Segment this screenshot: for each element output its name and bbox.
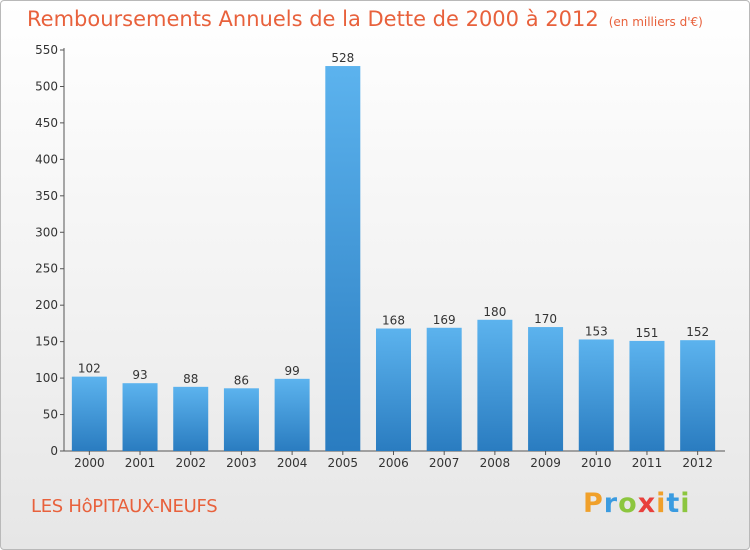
bar-2011: [629, 340, 665, 451]
bar-2012: [680, 340, 716, 451]
value-label: 88: [183, 372, 198, 386]
value-label: 151: [636, 326, 659, 340]
value-label: 102: [78, 362, 101, 376]
bar-2000: [71, 376, 107, 451]
bars: [71, 66, 716, 451]
y-tick-label: 150: [35, 335, 58, 349]
y-tick-label: 200: [35, 298, 58, 312]
commune-name: LES HôPITAUX-NEUFS: [31, 496, 218, 517]
x-tick-label: 2012: [682, 456, 713, 470]
bar-2006: [376, 328, 411, 451]
bar-2002: [173, 386, 209, 451]
x-tick-label: 2010: [581, 456, 612, 470]
value-label: 153: [585, 324, 608, 338]
value-label: 93: [132, 368, 147, 382]
x-tick-label: 2001: [125, 456, 156, 470]
x-tick-label: 2004: [277, 456, 308, 470]
x-tick-label: 2000: [74, 456, 105, 470]
brand-letter: t: [666, 488, 681, 519]
value-label: 168: [382, 314, 405, 328]
brand-letter: o: [618, 488, 638, 519]
bar-2009: [528, 327, 564, 451]
bar-2010: [578, 339, 614, 451]
y-tick-label: 0: [50, 444, 58, 458]
brand-letter: x: [637, 488, 657, 519]
x-tick-label: 2003: [226, 456, 257, 470]
x-tick-label: 2002: [175, 456, 206, 470]
y-tick-label: 550: [35, 43, 58, 57]
y-tick-label: 100: [35, 371, 58, 385]
value-label: 528: [331, 51, 354, 65]
x-tick-label: 2005: [328, 456, 359, 470]
y-tick-label: 400: [35, 152, 58, 166]
x-tick-label: 2007: [429, 456, 460, 470]
brand-logo: Proxiti: [583, 488, 691, 519]
value-label: 170: [534, 312, 557, 326]
x-tick-label: 2006: [378, 456, 409, 470]
y-tick-label: 300: [35, 225, 58, 239]
x-tick-label: 2009: [530, 456, 561, 470]
y-tick-label: 350: [35, 189, 58, 203]
bar-2005: [325, 66, 361, 451]
axes: 0 50 100 150 200 250 300 350 400 450 500 550 2000 200…: [35, 43, 725, 470]
y-tick-label: 250: [35, 262, 58, 276]
x-tick-label: 2011: [632, 456, 663, 470]
bar-2007: [426, 327, 462, 451]
value-label: 86: [234, 373, 249, 387]
value-label: 99: [284, 364, 299, 378]
bar-2003: [223, 388, 259, 451]
chart-unit: (en milliers d'€): [608, 15, 703, 29]
chart-title-text: Remboursements Annuels de la Dette de 20…: [27, 7, 599, 31]
bar-2008: [477, 319, 513, 451]
chart-title: Remboursements Annuels de la Dette de 20…: [27, 7, 703, 31]
brand-letter: r: [603, 488, 619, 519]
value-label: 169: [433, 313, 456, 327]
bar-2001: [122, 383, 158, 451]
value-label: 152: [686, 325, 709, 339]
bar-2004: [274, 378, 310, 451]
y-tick-label: 450: [35, 116, 58, 130]
value-label: 180: [483, 305, 506, 319]
brand-letter: i: [656, 488, 667, 519]
x-tick-label: 2008: [480, 456, 511, 470]
brand-letter: P: [583, 488, 604, 519]
value-labels: 102 93 88 86 99 528 168 169 180 170 153 151 152: [78, 51, 709, 387]
brand-letter: i: [680, 488, 691, 519]
y-tick-label: 50: [43, 408, 58, 422]
y-tick-label: 500: [35, 79, 58, 93]
